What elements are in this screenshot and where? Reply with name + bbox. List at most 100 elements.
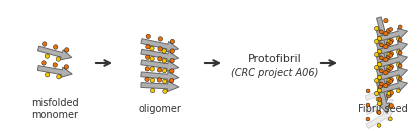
Circle shape — [150, 88, 155, 93]
Polygon shape — [37, 66, 72, 77]
Circle shape — [376, 97, 380, 101]
Circle shape — [387, 39, 391, 43]
Circle shape — [398, 38, 402, 42]
Circle shape — [374, 78, 379, 83]
Circle shape — [42, 61, 46, 65]
Circle shape — [374, 26, 379, 31]
Circle shape — [162, 59, 166, 63]
Circle shape — [42, 42, 47, 46]
Circle shape — [384, 44, 388, 49]
Circle shape — [384, 31, 388, 36]
Circle shape — [150, 78, 155, 83]
Polygon shape — [378, 67, 407, 80]
Circle shape — [389, 91, 394, 95]
Circle shape — [377, 75, 381, 80]
Circle shape — [170, 69, 174, 73]
Text: Fibril seed: Fibril seed — [358, 104, 408, 114]
Circle shape — [386, 28, 391, 33]
Circle shape — [146, 45, 150, 49]
Text: oligomer: oligomer — [139, 104, 181, 114]
Circle shape — [150, 67, 155, 71]
Circle shape — [379, 69, 383, 73]
Circle shape — [146, 34, 150, 39]
Circle shape — [53, 45, 58, 49]
Polygon shape — [141, 39, 178, 52]
Polygon shape — [365, 86, 394, 100]
Circle shape — [387, 78, 391, 82]
Circle shape — [384, 70, 388, 75]
Circle shape — [158, 37, 163, 41]
Polygon shape — [365, 99, 394, 114]
Circle shape — [162, 49, 166, 53]
Circle shape — [386, 54, 391, 59]
Circle shape — [388, 117, 392, 121]
Circle shape — [389, 65, 394, 69]
Circle shape — [158, 57, 162, 61]
Circle shape — [170, 39, 175, 44]
Circle shape — [396, 89, 400, 93]
Polygon shape — [378, 28, 407, 41]
Circle shape — [374, 65, 379, 70]
Circle shape — [374, 39, 379, 44]
Circle shape — [366, 103, 370, 107]
Circle shape — [163, 89, 167, 93]
Circle shape — [377, 111, 381, 114]
Circle shape — [65, 48, 69, 52]
Circle shape — [389, 40, 393, 44]
Polygon shape — [378, 80, 407, 93]
Circle shape — [398, 25, 402, 29]
Circle shape — [150, 56, 154, 61]
Circle shape — [378, 98, 382, 101]
Polygon shape — [141, 60, 179, 71]
Circle shape — [386, 80, 391, 85]
Circle shape — [56, 57, 60, 61]
Polygon shape — [377, 56, 390, 88]
Circle shape — [389, 103, 394, 108]
Circle shape — [170, 49, 174, 53]
Circle shape — [389, 28, 393, 31]
Polygon shape — [377, 30, 390, 61]
Circle shape — [145, 67, 150, 71]
Polygon shape — [377, 17, 390, 48]
Circle shape — [157, 78, 162, 82]
Polygon shape — [37, 46, 72, 60]
Circle shape — [398, 51, 402, 55]
Circle shape — [398, 77, 402, 81]
Circle shape — [379, 82, 383, 86]
Circle shape — [379, 30, 383, 34]
Polygon shape — [141, 81, 179, 92]
Polygon shape — [141, 49, 179, 61]
Polygon shape — [378, 41, 407, 54]
Circle shape — [366, 117, 370, 121]
Circle shape — [387, 52, 391, 56]
Circle shape — [396, 50, 400, 54]
Text: Protofibril: Protofibril — [248, 54, 302, 64]
Circle shape — [379, 43, 383, 47]
Circle shape — [53, 63, 58, 67]
Text: misfolded
monomer: misfolded monomer — [31, 98, 79, 120]
Text: (CRC project A06): (CRC project A06) — [231, 68, 319, 78]
Circle shape — [158, 68, 162, 72]
Circle shape — [396, 76, 400, 80]
Circle shape — [145, 77, 149, 81]
Polygon shape — [377, 69, 390, 100]
Circle shape — [377, 36, 381, 41]
Circle shape — [162, 69, 167, 73]
Circle shape — [379, 56, 383, 60]
Circle shape — [378, 85, 382, 88]
Circle shape — [389, 51, 394, 56]
Polygon shape — [377, 43, 390, 74]
Circle shape — [386, 94, 391, 98]
Circle shape — [145, 55, 150, 59]
Circle shape — [386, 67, 391, 72]
Circle shape — [386, 42, 391, 46]
Circle shape — [366, 89, 370, 93]
Circle shape — [389, 53, 393, 57]
Circle shape — [377, 110, 381, 114]
Circle shape — [377, 62, 381, 67]
Circle shape — [377, 49, 381, 54]
Circle shape — [389, 66, 393, 70]
Polygon shape — [378, 54, 407, 67]
Circle shape — [374, 52, 379, 57]
Circle shape — [45, 73, 50, 77]
